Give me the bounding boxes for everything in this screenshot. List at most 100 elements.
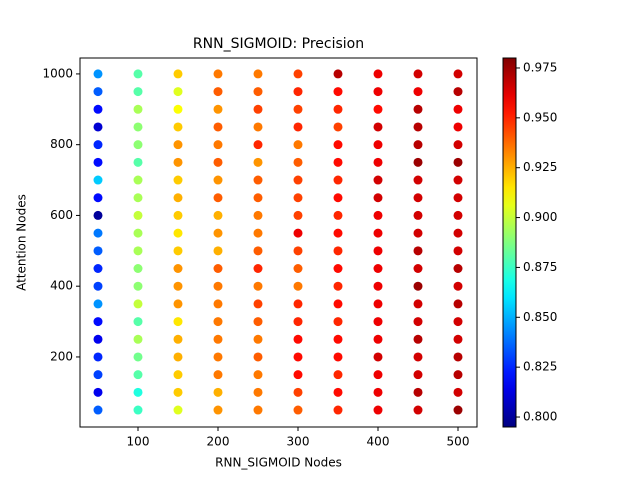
point xyxy=(373,104,383,114)
point xyxy=(373,299,383,309)
point xyxy=(413,352,423,362)
point xyxy=(373,157,383,167)
point xyxy=(293,69,303,79)
point xyxy=(93,228,103,238)
point xyxy=(253,299,263,309)
colorbar-tick-label: 0.950 xyxy=(523,110,557,124)
point xyxy=(413,246,423,256)
point xyxy=(173,210,183,220)
point xyxy=(413,299,423,309)
point xyxy=(213,122,223,132)
point xyxy=(453,246,463,256)
point xyxy=(213,175,223,185)
colorbar-tick-label: 0.875 xyxy=(523,260,557,274)
point xyxy=(133,157,143,167)
point xyxy=(173,104,183,114)
point xyxy=(413,87,423,97)
colorbar-tick-label: 0.825 xyxy=(523,360,557,374)
point xyxy=(253,210,263,220)
point xyxy=(133,140,143,150)
point xyxy=(133,264,143,274)
point xyxy=(373,370,383,380)
point xyxy=(133,87,143,97)
point xyxy=(413,264,423,274)
point xyxy=(413,69,423,79)
point xyxy=(453,405,463,415)
colorbar-tick-label: 0.850 xyxy=(523,310,557,324)
point xyxy=(373,193,383,203)
point xyxy=(173,264,183,274)
point xyxy=(133,69,143,79)
point xyxy=(213,281,223,291)
x-tick-label: 100 xyxy=(127,435,150,449)
y-tick-label: 200 xyxy=(50,349,73,363)
plot-frame xyxy=(79,57,478,428)
point xyxy=(133,334,143,344)
point xyxy=(373,387,383,397)
point xyxy=(93,387,103,397)
point xyxy=(373,175,383,185)
point xyxy=(293,157,303,167)
point xyxy=(133,246,143,256)
point xyxy=(173,387,183,397)
point xyxy=(93,175,103,185)
point xyxy=(133,352,143,362)
point xyxy=(133,370,143,380)
point xyxy=(173,87,183,97)
colorbar-tick-label: 0.975 xyxy=(523,60,557,74)
point xyxy=(373,69,383,79)
point xyxy=(333,87,343,97)
chart-title: RNN_SIGMOID: Precision xyxy=(193,36,364,52)
point xyxy=(213,246,223,256)
point xyxy=(453,334,463,344)
point xyxy=(373,264,383,274)
point xyxy=(293,193,303,203)
point xyxy=(93,140,103,150)
point xyxy=(293,405,303,415)
point xyxy=(133,122,143,132)
point xyxy=(213,405,223,415)
point xyxy=(93,210,103,220)
point xyxy=(253,352,263,362)
colorbar-tick-label: 0.800 xyxy=(523,410,557,424)
point xyxy=(373,210,383,220)
y-tick-label: 600 xyxy=(50,208,73,222)
y-axis-label: Attention Nodes xyxy=(15,194,29,291)
point xyxy=(133,281,143,291)
point xyxy=(253,264,263,274)
point xyxy=(333,405,343,415)
point xyxy=(253,69,263,79)
point xyxy=(93,104,103,114)
point xyxy=(293,264,303,274)
point xyxy=(413,210,423,220)
point xyxy=(453,281,463,291)
point xyxy=(173,334,183,344)
y-tick-label: 800 xyxy=(50,137,73,151)
point xyxy=(253,193,263,203)
point xyxy=(213,140,223,150)
point xyxy=(213,157,223,167)
point xyxy=(373,228,383,238)
point xyxy=(413,157,423,167)
point xyxy=(173,370,183,380)
point xyxy=(453,122,463,132)
point xyxy=(93,317,103,327)
point xyxy=(93,87,103,97)
x-tick-label: 300 xyxy=(287,435,310,449)
point xyxy=(293,104,303,114)
point xyxy=(453,193,463,203)
point xyxy=(453,140,463,150)
point xyxy=(133,317,143,327)
point xyxy=(213,370,223,380)
point xyxy=(293,210,303,220)
point xyxy=(213,69,223,79)
point xyxy=(413,317,423,327)
point xyxy=(333,281,343,291)
point xyxy=(93,246,103,256)
point xyxy=(373,317,383,327)
point xyxy=(253,334,263,344)
point xyxy=(253,157,263,167)
x-tick-label: 200 xyxy=(207,435,230,449)
point xyxy=(333,122,343,132)
point xyxy=(133,405,143,415)
